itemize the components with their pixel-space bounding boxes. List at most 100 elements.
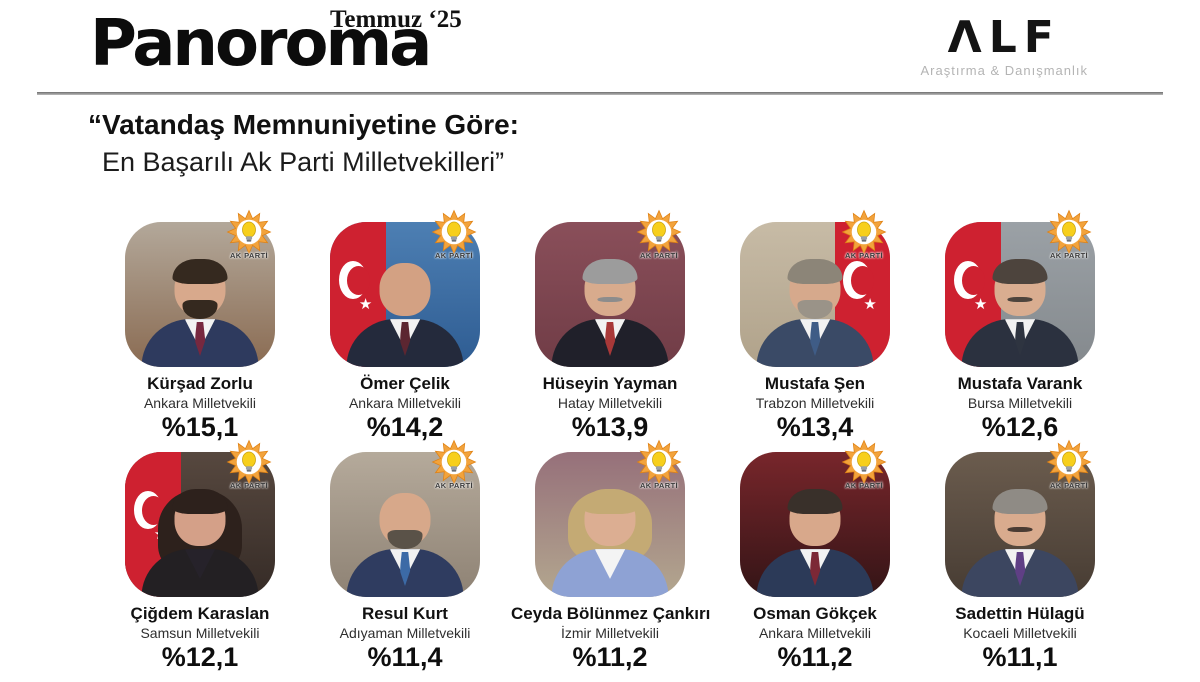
edition-date: Temmuz ‘25 xyxy=(330,6,462,33)
ak-parti-badge-label: AK PARTİ xyxy=(639,251,679,260)
avatar-head xyxy=(992,488,1048,547)
ak-parti-badge-label: AK PARTİ xyxy=(844,251,884,260)
mp-percent-value: %13,4 xyxy=(776,412,854,442)
mp-photo: ★ AK PARTİ xyxy=(330,439,480,597)
avatar-torso xyxy=(756,549,874,597)
mp-district: Ankara Milletvekili xyxy=(758,625,872,641)
mp-district: Ankara Milletvekili xyxy=(348,395,462,411)
ak-parti-badge: AK PARTİ xyxy=(221,439,277,490)
ak-parti-lightbulb-icon xyxy=(431,439,477,485)
avatar-haircap xyxy=(787,488,843,515)
mp-card: ★ AK PARTİ xyxy=(101,209,299,443)
mp-photo: ★ AK PARTİ xyxy=(945,439,1095,597)
mp-card: ★ AK PARTİ xyxy=(511,439,710,673)
mp-percent-value: %11,2 xyxy=(777,642,853,672)
mp-percent-value: %11,2 xyxy=(572,642,648,672)
avatar-tie xyxy=(1014,551,1026,586)
mp-district: Kocaeli Milletvekili xyxy=(963,625,1077,641)
ak-parti-badge-label: AK PARTİ xyxy=(229,481,269,490)
mp-percent-value: %11,4 xyxy=(367,642,443,672)
mp-district: İzmir Milletvekili xyxy=(561,625,659,641)
mp-percent-value: %15,1 xyxy=(161,412,239,442)
agency-logo: ΛLF Araştırma & Danışmanlık xyxy=(921,13,1089,78)
survey-title: “Vatandaş Memnuniyetine Göre: En Başarıl… xyxy=(88,106,519,180)
mp-district: Trabzon Milletvekili xyxy=(755,395,875,411)
mp-percent-value: %12,1 xyxy=(161,642,239,672)
ak-parti-badge-label: AK PARTİ xyxy=(434,481,474,490)
avatar-facial-hair xyxy=(182,300,218,319)
avatar-torso xyxy=(346,549,464,597)
avatar-head xyxy=(582,258,638,317)
mp-photo: ★ AK PARTİ xyxy=(740,209,890,367)
ak-parti-badge: AK PARTİ xyxy=(426,439,482,490)
mp-photo-background: ★ xyxy=(740,222,890,367)
results-grid: ★ AK PARTİ xyxy=(101,209,1119,682)
mp-name: Çiğdem Karaslan xyxy=(130,604,270,623)
avatar-shirt xyxy=(184,549,216,579)
avatar-tie xyxy=(399,321,411,356)
avatar-torso xyxy=(551,319,669,367)
mp-photo-background: ★ xyxy=(330,452,480,597)
mp-name: Mustafa Şen xyxy=(764,374,866,393)
mp-percent-value: %14,2 xyxy=(366,412,444,442)
avatar-haircap xyxy=(992,258,1048,285)
mp-name: Hüseyin Yayman xyxy=(542,374,678,393)
avatar-head xyxy=(379,492,431,549)
mp-card: ★ AK PARTİ xyxy=(716,439,914,673)
avatar-head xyxy=(992,258,1048,317)
ak-parti-badge: AK PARTİ xyxy=(221,209,277,260)
mp-photo: ★ AK PARTİ xyxy=(945,209,1095,367)
mp-name: Sadettin Hülagü xyxy=(955,604,1085,623)
mp-photo-background: ★ xyxy=(330,222,480,367)
mp-district: Ankara Milletvekili xyxy=(143,395,257,411)
flag-star-icon: ★ xyxy=(358,296,373,314)
avatar-shirt xyxy=(594,549,626,579)
avatar-head xyxy=(582,488,638,547)
header-divider xyxy=(37,92,1163,95)
mp-photo: ★ AK PARTİ xyxy=(125,209,275,367)
avatar-facial-hair xyxy=(1007,526,1033,533)
avatar-haircap xyxy=(992,488,1048,515)
mp-photo: ★ AK PARTİ xyxy=(535,209,685,367)
flag-star-icon: ★ xyxy=(973,296,988,314)
mp-district: Adıyaman Milletvekili xyxy=(339,625,471,641)
mp-card: ★ AK PARTİ xyxy=(921,209,1119,443)
ak-parti-badge-label: AK PARTİ xyxy=(229,251,269,260)
ak-parti-lightbulb-icon xyxy=(636,209,682,255)
avatar-torso xyxy=(961,319,1079,367)
mp-name: Resul Kurt xyxy=(362,604,448,623)
mp-name: Mustafa Varank xyxy=(957,374,1083,393)
mp-photo-background: ★ xyxy=(535,222,685,367)
avatar-facial-hair xyxy=(387,530,423,549)
row-1: ★ AK PARTİ xyxy=(101,209,1119,443)
avatar-tie xyxy=(604,321,616,356)
mp-card: ★ AK PARTİ xyxy=(306,439,504,673)
ak-parti-lightbulb-icon xyxy=(841,209,887,255)
avatar-facial-hair xyxy=(797,300,833,319)
mp-photo: ★ AK PARTİ xyxy=(535,439,685,597)
ak-parti-lightbulb-icon xyxy=(431,209,477,255)
flag-star-icon: ★ xyxy=(863,296,877,314)
ak-parti-badge: AK PARTİ xyxy=(836,439,892,490)
mp-percent-value: %13,9 xyxy=(571,412,649,442)
ak-parti-badge: AK PARTİ xyxy=(836,209,892,260)
mp-photo-background: ★ xyxy=(945,222,1095,367)
avatar-head xyxy=(172,488,228,547)
avatar-haircap xyxy=(582,488,638,515)
avatar-haircap xyxy=(787,258,843,285)
mp-district: Samsun Milletvekili xyxy=(140,625,260,641)
mp-photo: ★ AK PARTİ xyxy=(330,209,480,367)
ak-parti-badge: AK PARTİ xyxy=(631,439,687,490)
row-2: ★ AK PARTİ xyxy=(101,439,1119,673)
avatar-tie xyxy=(809,551,821,586)
avatar-head xyxy=(172,258,228,319)
avatar-haircap xyxy=(172,488,228,515)
avatar-tie xyxy=(809,321,821,356)
avatar-head xyxy=(787,488,843,547)
mp-card: ★ AK PARTİ xyxy=(511,209,709,443)
avatar-torso xyxy=(346,319,464,367)
survey-title-line2: En Başarılı Ak Parti Milletvekilleri” xyxy=(102,146,505,177)
avatar-head xyxy=(379,262,431,317)
avatar-torso xyxy=(961,549,1079,597)
avatar-head xyxy=(787,258,843,319)
